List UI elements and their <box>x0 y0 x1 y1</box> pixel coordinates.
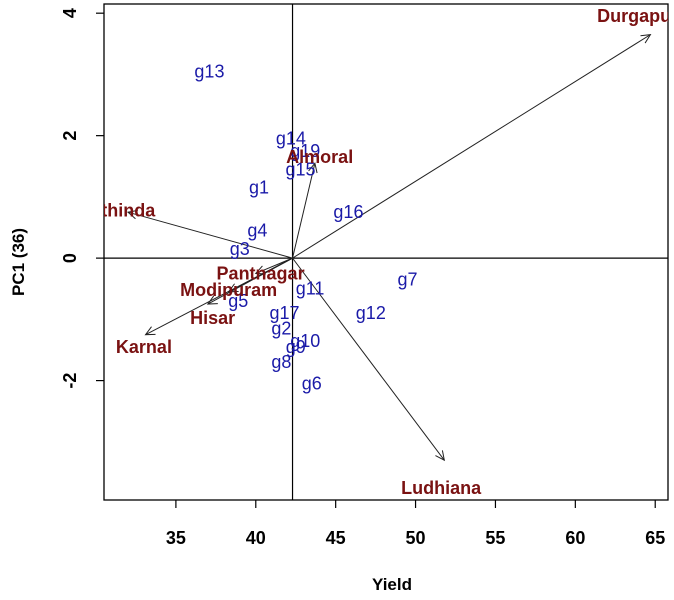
genotype-label: g8 <box>271 352 291 372</box>
y-tick-label: 4 <box>60 8 80 18</box>
x-tick-label: 40 <box>246 528 266 548</box>
genotype-label: g9 <box>286 337 306 357</box>
environment-vector <box>292 34 651 259</box>
environment-vector <box>228 257 293 293</box>
environment-vector <box>127 211 293 259</box>
genotype-label: g1 <box>249 178 269 198</box>
genotype-label: g6 <box>302 374 322 394</box>
arrowhead <box>227 283 239 293</box>
genotype-labels: g13g14g19g15g1g16g4g3g7g11g5g12g17g2g10g… <box>194 61 417 393</box>
x-tick-label: 60 <box>565 528 585 548</box>
genotype-label: g4 <box>247 221 267 241</box>
environment-label: Bathinda <box>78 200 156 220</box>
genotype-label: g19 <box>290 141 320 161</box>
x-tick-label: 55 <box>485 528 505 548</box>
environment-label: Pantnagar <box>217 263 305 283</box>
arrowhead <box>206 295 218 305</box>
environment-label: Durgapur <box>597 6 674 26</box>
arrowhead <box>308 162 318 174</box>
environment-label: Modipuram <box>180 280 277 300</box>
arrowhead <box>435 450 446 462</box>
plot-frame <box>103 3 669 501</box>
x-axis-title: Yield <box>372 575 412 594</box>
y-tick-label: -2 <box>60 373 80 389</box>
y-tick-label: 2 <box>60 131 80 141</box>
x-tick-label: 50 <box>406 528 426 548</box>
genotype-label: g14 <box>276 129 306 149</box>
environment-label: Hisar <box>190 308 235 328</box>
genotype-label: g17 <box>270 303 300 323</box>
y-axis-title: PC1 (36) <box>9 228 28 296</box>
genotype-label: g15 <box>285 159 315 179</box>
axes-layer: 35 40 45 50 55 60 65 -2 0 2 4 <box>60 3 669 548</box>
arrowhead <box>144 326 156 336</box>
environment-vector <box>292 163 316 259</box>
genotype-label: g12 <box>356 303 386 323</box>
genotype-label: g10 <box>290 331 320 351</box>
y-tick-label: 0 <box>60 253 80 263</box>
genotype-label: g11 <box>296 279 325 299</box>
genotype-label: g5 <box>228 291 248 311</box>
genotype-label: g7 <box>398 270 418 290</box>
genotype-label: g3 <box>230 239 250 259</box>
genotype-label: g16 <box>333 202 363 222</box>
arrowhead <box>640 34 652 44</box>
environment-vectors <box>126 34 652 462</box>
environment-vector <box>255 257 293 274</box>
arrowhead <box>254 265 266 275</box>
environment-label: Ludhiana <box>401 478 482 498</box>
environment-label: Karnal <box>116 337 172 357</box>
environment-label: Almoral <box>286 147 353 167</box>
genotype-label: g2 <box>271 319 291 339</box>
x-tick-label: 45 <box>326 528 346 548</box>
environment-vector <box>292 257 445 461</box>
x-tick-label: 35 <box>166 528 186 548</box>
arrowhead <box>126 209 138 220</box>
environment-labels: Durgapur Bathinda Ludhiana Karnal Hisar Modip… <box>78 6 674 498</box>
x-tick-label: 65 <box>645 528 665 548</box>
genotype-label: g13 <box>194 61 224 81</box>
